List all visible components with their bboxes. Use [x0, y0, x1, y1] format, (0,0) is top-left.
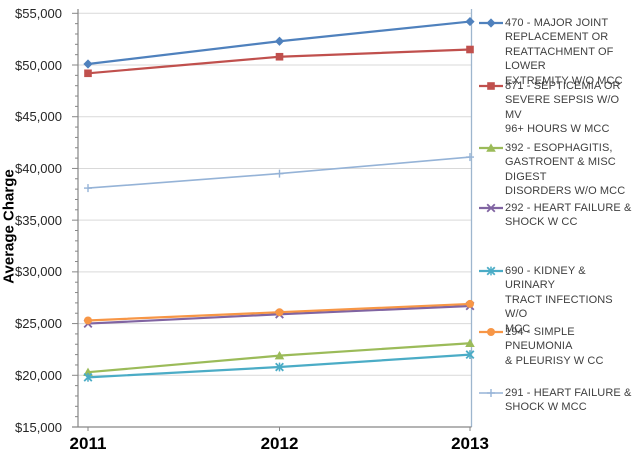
square-marker-icon — [487, 82, 495, 90]
legend-label: 871 - SEPTICEMIA OR SEVERE SEPSIS W/O MV… — [505, 80, 621, 136]
legend-key-plus-icon — [479, 389, 503, 397]
legend-item: 871 - SEPTICEMIA OR SEVERE SEPSIS W/O MV… — [479, 79, 638, 137]
y-tick-label: $35,000 — [15, 212, 62, 228]
circle-marker-icon — [275, 308, 284, 317]
legend-key-square-icon — [479, 82, 503, 90]
y-tick-label: $15,000 — [15, 419, 62, 435]
y-tick-label: $40,000 — [15, 160, 62, 176]
y-tick-label: $25,000 — [15, 316, 62, 332]
plus-marker-icon — [275, 169, 284, 178]
diamond-marker-icon — [83, 59, 93, 69]
legend-key-x-icon — [479, 203, 503, 213]
circle-marker-icon — [466, 299, 474, 308]
square-marker-icon — [84, 69, 92, 78]
legend-item: 194 - SIMPLE PNEUMONIA & PLEURISY W CC — [479, 325, 638, 368]
chart-legend: 470 - MAJOR JOINT REPLACEMENT OR REATTAC… — [479, 0, 640, 465]
y-tick-label: $45,000 — [15, 109, 62, 125]
asterisk-marker-icon — [465, 350, 475, 360]
legend-key-diamond-icon — [479, 18, 503, 28]
legend-item: 292 - HEART FAILURE & SHOCK W CC — [479, 201, 638, 230]
legend-key-triangle-icon — [479, 143, 503, 152]
y-tick-label: $20,000 — [15, 367, 62, 383]
triangle-marker-icon — [274, 351, 285, 360]
x-marker-icon — [486, 203, 496, 213]
legend-item: 470 - MAJOR JOINT REPLACEMENT OR REATTAC… — [479, 16, 638, 88]
diamond-marker-icon — [274, 36, 285, 46]
circle-marker-icon — [487, 328, 495, 336]
asterisk-marker-icon — [275, 362, 284, 372]
legend-label: 291 - HEART FAILURE & SHOCK W MCC — [505, 387, 632, 414]
legend-label: 292 - HEART FAILURE & SHOCK W CC — [505, 202, 632, 229]
plus-marker-icon — [84, 184, 92, 193]
plus-marker-icon — [487, 389, 495, 397]
legend-key-circle-icon — [479, 328, 503, 336]
square-marker-icon — [275, 52, 284, 61]
legend-label: 690 - KIDNEY & URINARY TRACT INFECTIONS … — [505, 265, 613, 335]
diamond-marker-icon — [465, 16, 475, 27]
legend-label: 194 - SIMPLE PNEUMONIA & PLEURISY W CC — [505, 326, 604, 367]
legend-key-asterisk-icon — [479, 266, 503, 276]
circle-marker-icon — [84, 316, 92, 325]
legend-label: 392 - ESOPHAGITIS, GASTROENT & MISC DIGE… — [505, 142, 626, 198]
diamond-marker-icon — [486, 18, 496, 28]
legend-item: 291 - HEART FAILURE & SHOCK W MCC — [479, 386, 638, 415]
y-tick-label: $55,000 — [15, 5, 62, 21]
plus-marker-icon — [466, 153, 474, 162]
asterisk-marker-icon — [83, 372, 93, 382]
triangle-marker-icon — [465, 338, 475, 348]
legend-label: 470 - MAJOR JOINT REPLACEMENT OR REATTAC… — [505, 17, 623, 87]
legend-item: 690 - KIDNEY & URINARY TRACT INFECTIONS … — [479, 264, 638, 336]
square-marker-icon — [466, 45, 474, 54]
y-tick-label: $50,000 — [15, 57, 62, 73]
x-tick-label: 2012 — [260, 434, 299, 453]
triangle-marker-icon — [486, 143, 496, 152]
y-tick-label: $30,000 — [15, 264, 62, 280]
x-tick-label: 2011 — [69, 434, 107, 453]
asterisk-marker-icon — [486, 266, 496, 276]
legend-item: 392 - ESOPHAGITIS, GASTROENT & MISC DIGE… — [479, 141, 638, 199]
x-tick-label: 2013 — [451, 434, 489, 453]
